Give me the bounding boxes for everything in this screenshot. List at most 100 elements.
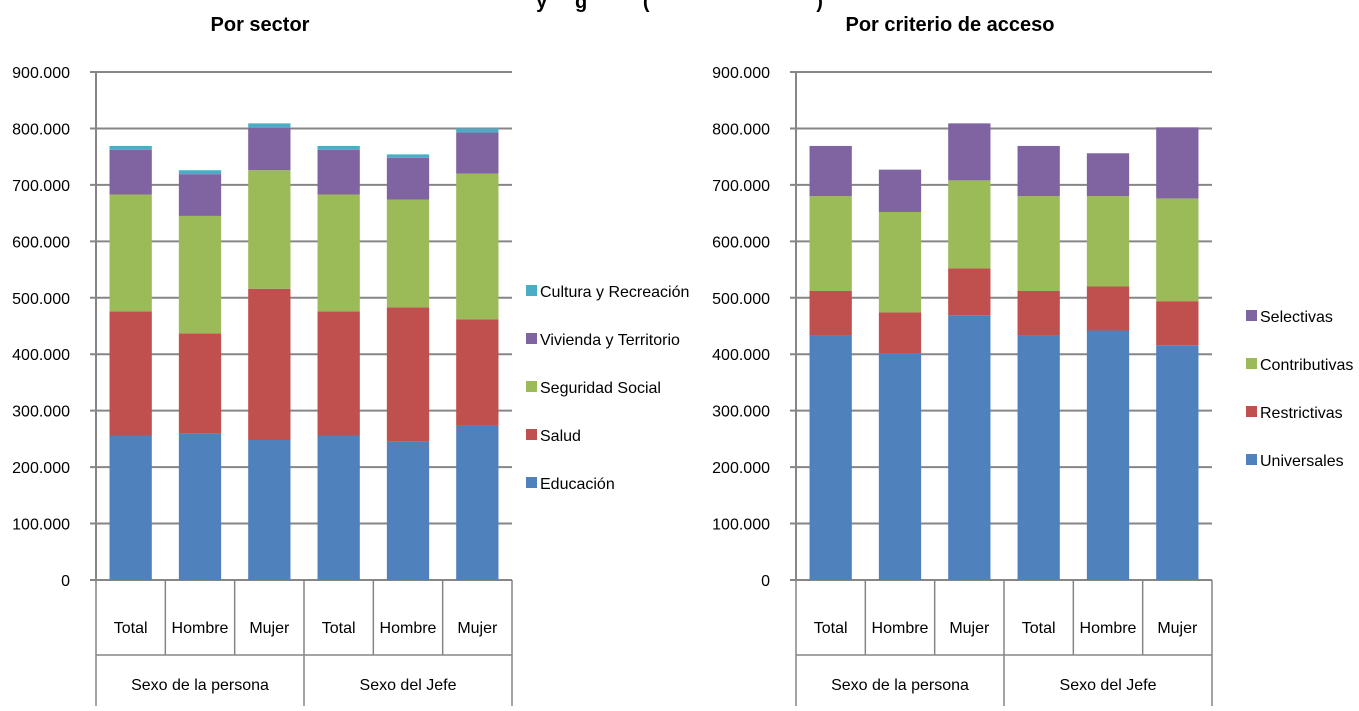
chart-por-sector: 0 100.000 200.000 300.000 400.000 500.000 600.… [12,65,689,706]
y-tick-label: 100.000 [12,517,70,534]
bar-vivienda-y-territorio [386,157,430,200]
legend-swatch [526,285,537,296]
bar-educacion [248,440,291,580]
clipped-page-title: y g ( ) [536,0,823,13]
bar-restrictivas [948,268,991,316]
chart-panel-por-sector: Por sector 0 100.000 200.000 300.000 400.000… [12,14,689,706]
bar-vivienda-y-territorio [317,149,360,195]
bar-contributivas [878,211,922,313]
bar-cultura-y-recreacion [248,123,291,128]
bar-restrictivas [1156,301,1199,346]
bar-contributivas [1156,198,1199,302]
bar-universales [1156,345,1199,580]
bar-seguridad-social [317,194,360,312]
bar-vivienda-y-territorio [456,132,499,174]
y-tick-label: 400.000 [712,347,770,364]
bar-cultura-y-recreacion [178,170,222,175]
x-axis-separators [795,580,1213,706]
legend-label: Cultura y Recreación [540,284,689,301]
y-tick-label: 0 [761,573,770,590]
bar-seguridad-social [386,199,430,308]
legend-swatch [526,429,537,440]
bar-selectivas [878,169,922,212]
legend-item: Universales [1246,453,1344,470]
bars [109,123,499,580]
y-tick-label: 800.000 [712,121,770,138]
x-tick-labels: Total Hombre Mujer Total Hombre Mujer [114,620,498,637]
legend-swatch [526,333,537,344]
bar-selectivas [1017,145,1060,197]
legend-label: Seguridad Social [540,380,661,397]
y-tick-label: 300.000 [712,404,770,421]
y-tick-label: 800.000 [12,121,70,138]
legend-swatch [526,477,537,488]
y-tick-label: 900.000 [712,65,770,82]
x-tick-label: Hombre [872,620,929,637]
bar-universales [948,315,991,580]
bar-selectivas [1086,153,1130,197]
bar-educacion [178,433,222,580]
bar-cultura-y-recreacion [109,145,152,150]
bar-educacion [317,435,360,580]
y-tick-label: 0 [61,573,70,590]
x-tick-label: Hombre [1080,620,1137,637]
bar-contributivas [948,180,991,269]
bar-educacion [109,435,152,580]
legend-swatch [526,381,537,392]
bar-universales [1086,330,1130,580]
bar-educacion [456,425,499,580]
bars [809,123,1199,580]
y-tick-labels: 0 100.000 200.000 300.000 400.000 500.000 600.… [12,65,70,590]
legend-item: Vivienda y Territorio [526,332,680,349]
bar-contributivas [1017,196,1060,292]
gridlines [90,71,512,581]
y-tick-label: 200.000 [12,460,70,477]
x-tick-label: Total [114,620,148,637]
y-tick-label: 100.000 [712,517,770,534]
legend-item: Cultura y Recreación [526,284,689,301]
x-tick-label: Total [814,620,848,637]
x-tick-label: Hombre [172,620,229,637]
y-tick-label: 500.000 [12,291,70,308]
bar-salud [386,307,430,442]
bar-universales [878,353,922,580]
y-tick-label: 200.000 [712,460,770,477]
x-axis-separators [95,580,513,706]
y-tick-label: 500.000 [712,291,770,308]
y-tick-label: 600.000 [12,234,70,251]
legend: Cultura y Recreación Vivienda y Territori… [526,284,689,493]
x-tick-label: Total [322,620,356,637]
x-group-label: Sexo del Jefe [360,677,457,694]
y-tick-label: 400.000 [12,347,70,364]
bar-salud [178,333,222,434]
bar-seguridad-social [178,215,222,334]
bar-selectivas [948,123,991,181]
legend-item: Seguridad Social [526,380,661,397]
legend-swatch [1246,310,1257,321]
x-tick-label: Mujer [457,620,498,637]
legend-label: Contributivas [1260,357,1353,374]
bar-cultura-y-recreacion [456,128,499,133]
x-tick-label: Mujer [1157,620,1198,637]
x-group-label: Sexo del Jefe [1060,677,1157,694]
legend-swatch [1246,454,1257,465]
legend-swatch [1246,406,1257,417]
legend-swatch [1246,358,1257,369]
bar-universales [1017,335,1060,580]
bar-cultura-y-recreacion [317,145,360,150]
y-tick-label: 900.000 [12,65,70,82]
bar-vivienda-y-territorio [178,174,222,216]
bar-vivienda-y-territorio [248,127,291,171]
y-tick-label: 700.000 [12,178,70,195]
x-tick-label: Mujer [249,620,290,637]
bar-selectivas [1156,127,1199,199]
legend-label: Selectivas [1260,309,1333,326]
y-tick-label: 300.000 [12,404,70,421]
legend-item: Salud [526,428,581,445]
bar-salud [248,288,291,441]
y-tick-label: 700.000 [712,178,770,195]
legend-item: Restrictivas [1246,405,1343,422]
x-group-labels: Sexo de la persona Sexo del Jefe [131,677,457,694]
bar-contributivas [809,196,852,292]
bar-salud [456,319,499,426]
